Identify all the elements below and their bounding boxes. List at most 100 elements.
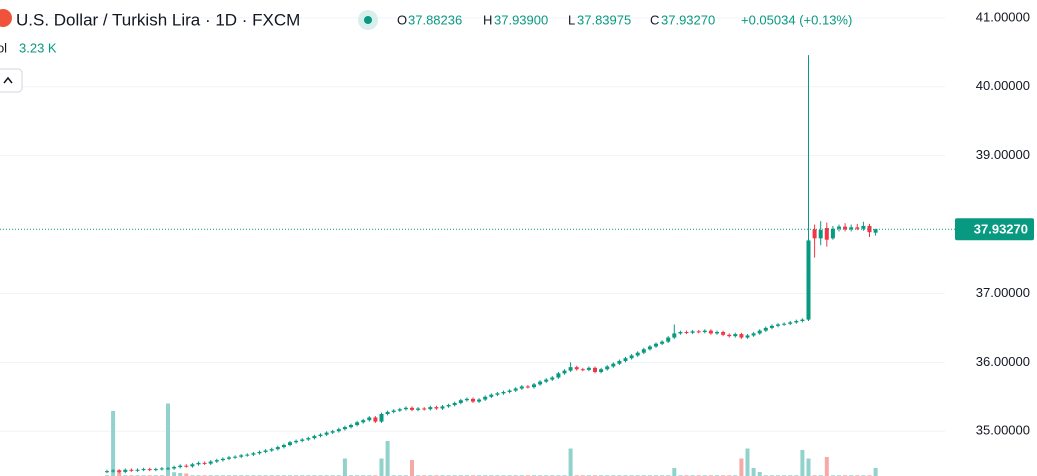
candle-body bbox=[556, 373, 561, 378]
collapse-button[interactable] bbox=[0, 68, 23, 93]
candle-body bbox=[361, 420, 366, 423]
ohlc-key: O bbox=[397, 12, 407, 27]
candle-body bbox=[611, 363, 616, 367]
candle-body bbox=[824, 228, 829, 240]
ohlc-key: L bbox=[568, 12, 575, 27]
candle-body bbox=[757, 330, 762, 334]
candle-body bbox=[568, 367, 573, 371]
candle-body bbox=[471, 398, 475, 402]
volume-bar bbox=[739, 458, 744, 476]
volume-layer bbox=[105, 403, 878, 476]
candle-body bbox=[525, 386, 530, 388]
y-tick-label: 40.00000 bbox=[976, 78, 1030, 93]
candle-body bbox=[342, 427, 347, 430]
candle-body bbox=[794, 321, 799, 323]
candle-body bbox=[410, 407, 414, 410]
last-price-box bbox=[955, 218, 1034, 241]
candle-body bbox=[830, 228, 835, 239]
symbol-logo bbox=[0, 9, 12, 27]
grid bbox=[0, 17, 945, 432]
candle-body bbox=[812, 229, 817, 239]
volume-bar bbox=[757, 472, 762, 476]
candle-body bbox=[660, 341, 665, 344]
candle-body bbox=[172, 467, 177, 469]
candle-body bbox=[538, 381, 543, 385]
candle-body bbox=[666, 337, 671, 342]
candle-body bbox=[257, 451, 262, 454]
volume-bar bbox=[410, 460, 414, 476]
volume-value: 3.23 K bbox=[19, 40, 57, 55]
candle-body bbox=[117, 470, 122, 472]
y-tick-label: 39.00000 bbox=[976, 147, 1030, 162]
candle-body bbox=[721, 332, 726, 335]
candle-body bbox=[617, 360, 622, 364]
candle-body bbox=[318, 434, 323, 437]
candle-body bbox=[196, 462, 201, 465]
candle-body bbox=[550, 377, 555, 380]
candle-body bbox=[214, 460, 219, 462]
candle-body bbox=[288, 442, 292, 446]
candle-body bbox=[281, 445, 286, 448]
candle-body bbox=[654, 343, 658, 347]
candle-body bbox=[769, 325, 774, 328]
volume-bar bbox=[379, 458, 384, 476]
last-price-label: 37.93270 bbox=[974, 222, 1028, 237]
candle-body bbox=[867, 225, 872, 233]
candle-body bbox=[806, 240, 811, 320]
candle-body bbox=[672, 333, 677, 338]
volume-key: Vol bbox=[0, 40, 7, 55]
y-tick-label: 35.00000 bbox=[976, 423, 1030, 438]
candle-body bbox=[324, 432, 329, 435]
volume-bar bbox=[172, 472, 177, 476]
candle-body bbox=[464, 398, 469, 401]
candle-body bbox=[269, 449, 274, 451]
candle-body bbox=[562, 370, 567, 374]
candle-body bbox=[105, 471, 109, 473]
volume-bar bbox=[824, 457, 829, 476]
candle-body bbox=[178, 465, 183, 468]
y-tick-label: 41.00000 bbox=[976, 9, 1030, 24]
candle-body bbox=[708, 330, 713, 334]
candle-body bbox=[434, 407, 439, 409]
candle-body bbox=[385, 411, 390, 415]
candle-body bbox=[428, 407, 433, 410]
candle-body bbox=[861, 225, 866, 229]
candle-body bbox=[696, 331, 701, 333]
market-status-dot bbox=[364, 16, 372, 24]
candle-body bbox=[629, 355, 634, 359]
volume-bar bbox=[111, 411, 116, 476]
candle-body bbox=[367, 417, 372, 421]
candle-body bbox=[623, 358, 628, 361]
candle-body bbox=[245, 454, 250, 456]
candle-body bbox=[727, 334, 732, 337]
candle-body bbox=[855, 227, 860, 229]
candle-body bbox=[373, 417, 378, 422]
candle-body bbox=[422, 408, 427, 410]
candle-body bbox=[739, 334, 744, 338]
candle-body bbox=[336, 429, 341, 432]
volume-bar bbox=[178, 473, 183, 476]
candle-body bbox=[574, 367, 579, 370]
ohlc-value: 37.93270 bbox=[661, 12, 715, 27]
candle-body bbox=[227, 457, 231, 459]
candle-body bbox=[818, 230, 823, 239]
candle-body bbox=[184, 465, 189, 467]
candle-body bbox=[202, 462, 207, 464]
ohlc-value: 37.93900 bbox=[494, 12, 548, 27]
candle-body bbox=[751, 333, 756, 336]
candle-body bbox=[294, 440, 299, 443]
candle-body bbox=[159, 468, 164, 470]
candle-body bbox=[239, 455, 244, 457]
candle-body bbox=[458, 400, 463, 403]
candle-body bbox=[782, 323, 787, 325]
candle-body bbox=[275, 447, 280, 450]
candle-body bbox=[647, 346, 652, 350]
candle-body bbox=[843, 226, 848, 230]
volume-bar bbox=[745, 448, 750, 476]
volume-bar bbox=[672, 468, 677, 476]
candle-body bbox=[702, 330, 707, 333]
candle-body bbox=[397, 409, 402, 411]
candle-body bbox=[300, 439, 305, 441]
candle-body bbox=[532, 384, 536, 388]
